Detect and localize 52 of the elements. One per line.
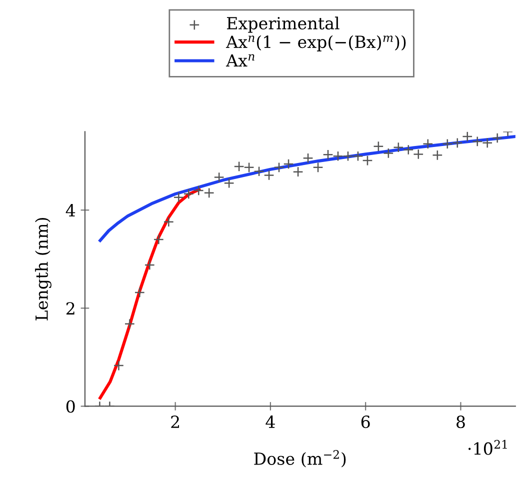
y-tick-label: 2	[66, 302, 74, 314]
point	[113, 360, 124, 371]
point	[283, 158, 294, 170]
x-axis-title: Dose (m$^{−2}$)	[254, 450, 346, 468]
point	[274, 162, 284, 173]
point	[383, 148, 394, 158]
point	[292, 166, 304, 178]
point	[224, 178, 234, 188]
x-tick-label: 8	[456, 416, 465, 428]
point	[214, 172, 224, 183]
point	[373, 141, 384, 152]
point	[472, 136, 483, 147]
point	[342, 150, 354, 162]
y-axis-title: Length (nm)	[35, 218, 52, 320]
point	[482, 138, 493, 148]
legend-label: Experimental	[226, 16, 340, 33]
point	[134, 287, 145, 298]
point	[362, 155, 373, 166]
point	[163, 216, 174, 228]
point	[204, 188, 214, 198]
point	[193, 185, 204, 196]
point	[322, 149, 334, 160]
text: ·10$^{21}$	[468, 440, 507, 455]
x-tick-label: 6	[361, 416, 370, 428]
point	[352, 150, 364, 162]
point	[244, 162, 254, 173]
legend-label: Ax$^{n}$(1 − exp(−(Bx)$^{m}$))	[226, 35, 406, 52]
point	[452, 138, 463, 148]
point	[422, 138, 434, 150]
point	[413, 148, 424, 160]
point	[403, 144, 414, 156]
point	[124, 318, 135, 330]
point	[432, 150, 443, 160]
point	[264, 170, 274, 181]
legend-label: Ax$^{n}$	[226, 54, 254, 67]
point	[492, 132, 503, 144]
point	[144, 260, 155, 270]
point	[312, 162, 324, 173]
point	[153, 234, 164, 245]
point	[393, 142, 404, 153]
point	[332, 150, 344, 162]
point	[442, 138, 453, 150]
point	[183, 188, 194, 200]
x-tick-label: 2	[171, 416, 179, 428]
y-tick-label: 4	[66, 204, 76, 216]
point	[254, 166, 264, 177]
y-tick-label: 0	[66, 400, 75, 413]
point	[173, 192, 184, 203]
point	[302, 152, 314, 164]
point	[234, 161, 244, 172]
point	[462, 132, 473, 142]
x-tick-label: 4	[266, 416, 275, 428]
